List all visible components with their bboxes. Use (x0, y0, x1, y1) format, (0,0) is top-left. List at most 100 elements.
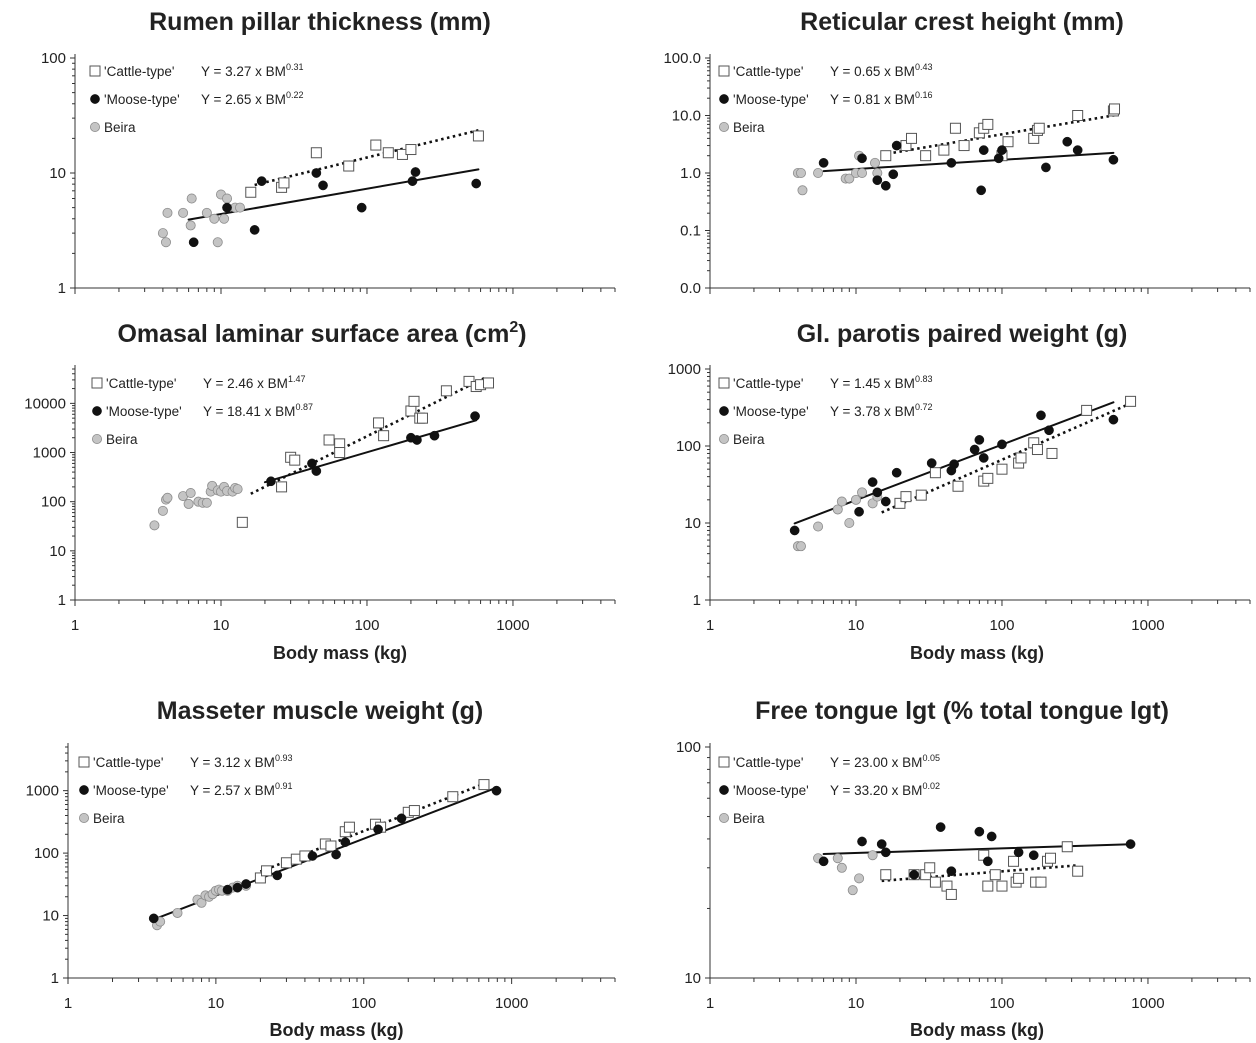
beira-point (162, 207, 173, 218)
beira-point (795, 541, 806, 552)
y-tick-label: 100 (676, 739, 701, 756)
legend-equation-exponent: 0.93 (275, 753, 293, 763)
cattle-type-point (894, 497, 906, 509)
legend: 'Cattle-type' Y = 3.27 x BM0.31 'Moose-typ… (89, 62, 303, 135)
x-tick-label: 1000 (1131, 995, 1164, 1012)
legend: 'Cattle-type' Y = 1.45 x BM0.83 'Moose-typ… (718, 374, 933, 447)
y-tick-label: 100.0 (663, 50, 701, 67)
y-tick-label: 100 (41, 494, 66, 511)
x-tick-label: 10 (208, 995, 225, 1012)
legend-marker (89, 65, 101, 77)
legend-marker (92, 433, 103, 444)
moose-type-point (949, 459, 959, 470)
x-tick-label: 100 (354, 617, 379, 634)
legend-equation: Y = 2.57 x BM0.91 (190, 781, 292, 798)
cattle-type-point (1125, 395, 1137, 407)
cattle-type-point (408, 805, 420, 817)
cattle-type-point (416, 412, 428, 424)
y-tick-label: 100 (676, 438, 701, 455)
moose-type-point (410, 167, 421, 177)
legend-label: 'Moose-type' (733, 783, 809, 798)
beira-point (149, 520, 160, 531)
cattle-type-fit-line (881, 864, 1078, 883)
beira-point (813, 167, 824, 178)
legend: 'Cattle-type' Y = 0.65 x BM0.43 'Moose-typ… (718, 62, 932, 135)
legend-marker (719, 813, 730, 824)
beira-point (232, 484, 243, 495)
legend-equation: Y = 3.12 x BM0.93 (190, 753, 292, 770)
moose-type-point (222, 202, 232, 213)
legend-marker (718, 756, 730, 768)
y-tick-label: 10 (42, 908, 59, 925)
beira-point (867, 498, 878, 509)
cattle-type-point (343, 160, 355, 172)
moose-type-point (969, 444, 980, 455)
legend-equation-exponent: 0.83 (915, 374, 933, 384)
moose-type-point (311, 466, 322, 476)
cattle-type-point (924, 862, 936, 874)
beira-point (797, 185, 808, 196)
legend-equation: Y = 3.27 x BM0.31 (201, 62, 303, 79)
cattle-type-point (378, 430, 390, 442)
moose-type-fit-line (263, 419, 478, 484)
chart-panel-5: Masseter muscle weight (g) 1 10 100 1000 1 10 1… (26, 697, 616, 1040)
chart-title-text: Rumen pillar thickness (mm) (149, 8, 491, 36)
legend-equation-text: Y = 3.12 x BM (190, 755, 275, 770)
moose-type-point (1013, 847, 1024, 858)
legend-equation: Y = 0.81 x BM0.16 (830, 90, 932, 107)
y-tick-label: 10.0 (672, 108, 701, 125)
beira-point (219, 213, 230, 224)
legend-label: Beira (733, 120, 765, 135)
cattle-type-point (996, 880, 1008, 892)
moose-type-point (1062, 136, 1073, 147)
moose-type-point (880, 847, 891, 858)
chart-title-suffix: ) (518, 320, 526, 348)
x-axis-label: Body mass (kg) (269, 1020, 403, 1040)
cattle-type-point (408, 395, 420, 407)
moose-type-point (256, 176, 267, 186)
cattle-type-point (1002, 136, 1014, 148)
beira-point (160, 237, 171, 248)
moose-type-point (222, 884, 233, 895)
y-tick-label: 0.0 (680, 280, 701, 297)
legend-equation-text: Y = 2.57 x BM (190, 783, 275, 798)
cattle-type-point (949, 122, 961, 134)
legend-marker (90, 122, 101, 133)
moose-type-point (429, 430, 440, 441)
y-tick-label: 1000 (26, 783, 59, 800)
y-tick-label: 1 (51, 970, 59, 987)
legend-label: Beira (106, 432, 138, 447)
chart-title: Gl. parotis paired weight (g) (797, 320, 1128, 348)
beira-point (836, 496, 847, 507)
legend-equation-text: Y = 3.78 x BM (830, 404, 915, 419)
y-tick-label: 10000 (24, 395, 66, 412)
moose-type-point (872, 175, 883, 186)
legend-label: 'Moose-type' (104, 92, 180, 107)
moose-type-point (935, 822, 946, 832)
moose-type-point (470, 411, 480, 421)
x-tick-label: 10 (848, 617, 865, 634)
cattle-type-point (1031, 444, 1043, 456)
moose-type-point (356, 202, 367, 213)
moose-type-point (1028, 850, 1039, 861)
chart-panel-1: Rumen pillar thickness (mm) 1 10 100 'Cattle… (41, 8, 616, 297)
chart-title-text: Masseter muscle weight (g) (157, 697, 483, 725)
moose-type-point (148, 913, 159, 924)
legend-label: 'Cattle-type' (104, 64, 174, 79)
y-tick-label: 10 (49, 165, 66, 182)
cattle-type-point (929, 876, 941, 888)
legend-marker (719, 406, 729, 416)
legend-marker (79, 785, 89, 795)
moose-type-point (880, 180, 891, 191)
legend-marker (92, 406, 102, 416)
cattle-type-point (472, 130, 484, 142)
moose-type-point (396, 813, 407, 824)
y-tick-label: 1 (58, 280, 66, 297)
chart-panel-3: Omasal laminar surface area (cm2) 1 10 100 1… (24, 319, 616, 663)
cattle-type-point (982, 880, 994, 892)
cattle-type-point (334, 447, 346, 459)
cattle-type-point (952, 480, 964, 492)
cattle-type-point (382, 147, 394, 159)
legend-label: 'Cattle-type' (93, 755, 163, 770)
